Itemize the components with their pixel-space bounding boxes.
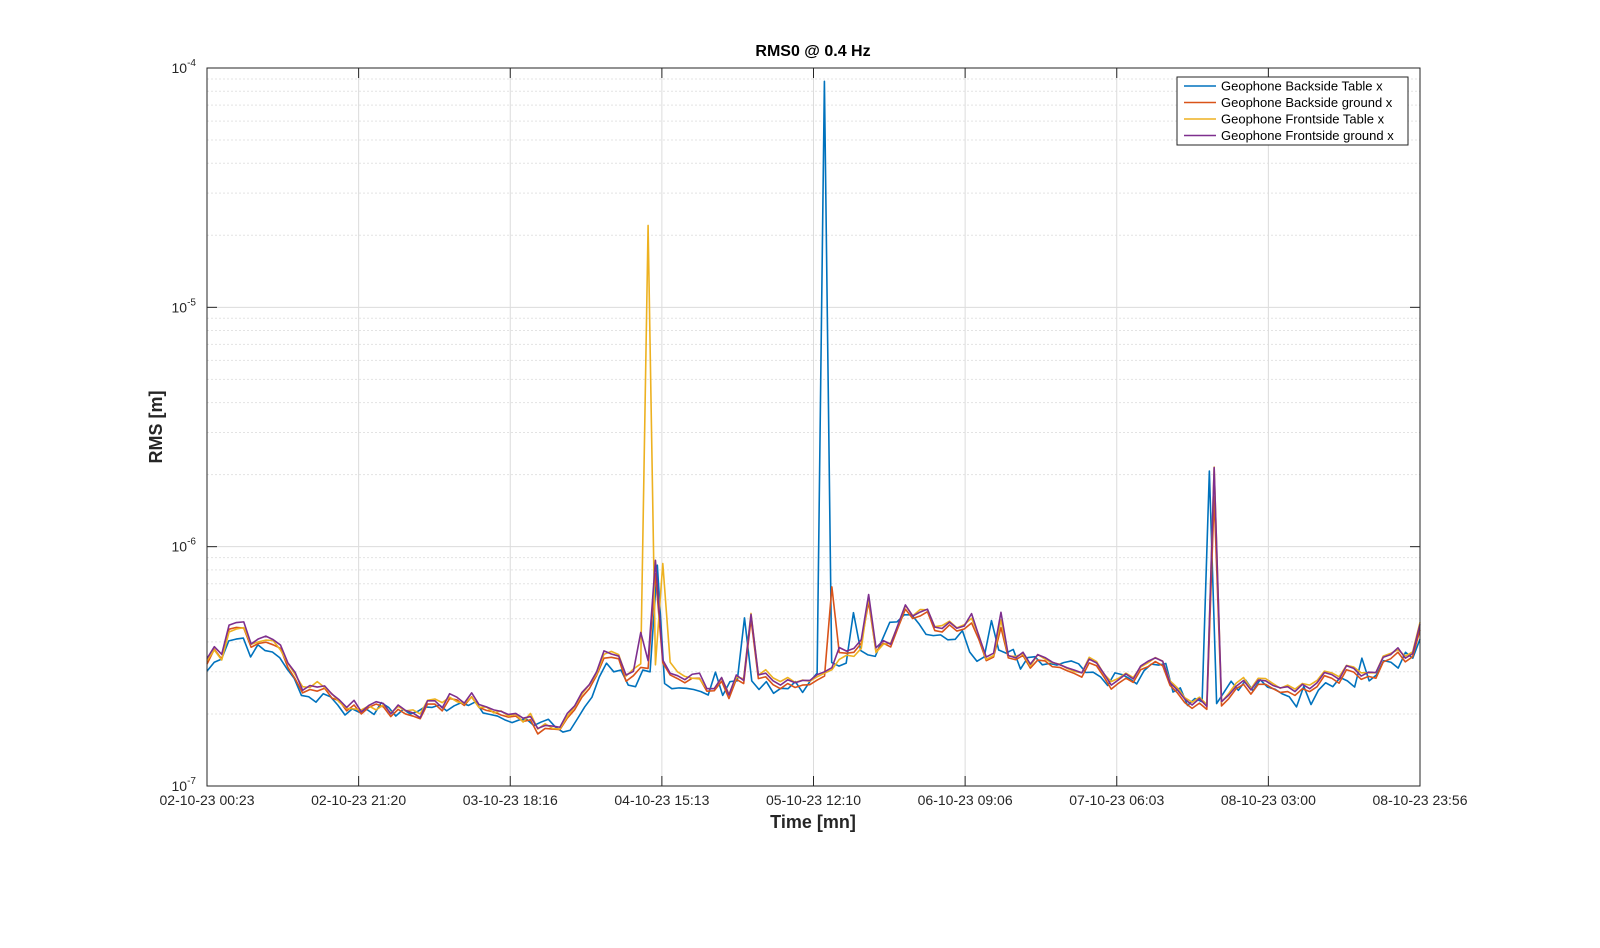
x-tick-label: 08-10-23 23:56 [1373, 792, 1468, 808]
x-tick-label: 03-10-23 18:16 [463, 792, 558, 808]
x-tick-label: 02-10-23 21:20 [311, 792, 406, 808]
y-tick-labels: 10-7 10-6 10-5 10-4 [172, 58, 197, 794]
axis-ticks [206, 67, 1421, 787]
x-tick-label: 08-10-23 03:00 [1221, 792, 1316, 808]
y-tick-label: 10-4 [172, 58, 197, 76]
legend-label: Geophone Backside ground x [1221, 95, 1393, 110]
y-tick-label: 10-5 [172, 297, 197, 315]
y-tick-label: 10-6 [172, 537, 197, 555]
legend-label: Geophone Frontside ground x [1221, 128, 1394, 143]
legend-box [1176, 76, 1409, 146]
x-tick-label: 02-10-23 00:23 [160, 792, 255, 808]
chart-title: RMS0 @ 0.4 Hz [755, 43, 870, 60]
x-tick-label: 04-10-23 15:13 [614, 792, 709, 808]
y-tick-label: 10-7 [172, 776, 197, 794]
major-grid [206, 67, 1421, 787]
x-tick-label: 06-10-23 09:06 [918, 792, 1013, 808]
x-tick-label: 07-10-23 06:03 [1069, 792, 1164, 808]
legend-label: Geophone Frontside Table x [1221, 112, 1385, 127]
x-tick-label: 05-10-23 12:10 [766, 792, 861, 808]
x-tick-labels: 02-10-23 00:23 02-10-23 21:20 03-10-23 18:… [160, 792, 1468, 808]
series-layer [206, 80, 1421, 735]
series-line-4 [206, 466, 1421, 730]
y-axis-label: RMS [m] [146, 391, 166, 464]
x-axis-label: Time [mn] [770, 812, 856, 832]
legend-label: Geophone Backside Table x [1221, 79, 1383, 94]
